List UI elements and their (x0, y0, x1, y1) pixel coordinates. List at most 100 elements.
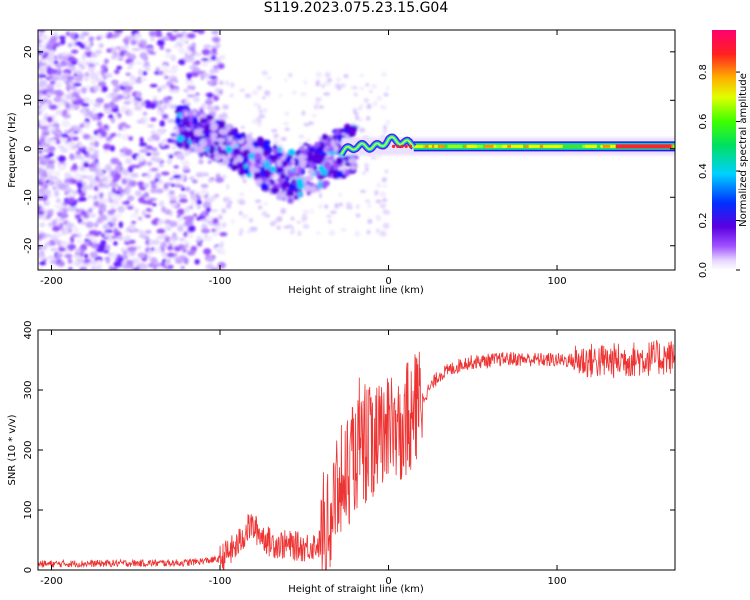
ridge-blob (249, 165, 256, 174)
noise-blob (74, 172, 82, 180)
noise-blob (284, 78, 288, 83)
noise-blob (265, 76, 273, 80)
noise-blob (284, 127, 290, 132)
signal-streak (602, 144, 611, 148)
noise-blob (257, 85, 263, 91)
noise-blob (383, 209, 391, 215)
noise-blob (86, 85, 91, 90)
noise-blob (134, 33, 142, 39)
noise-blob (179, 238, 186, 242)
noise-blob (93, 200, 100, 207)
noise-blob (152, 95, 157, 100)
ridge-blob (183, 142, 191, 151)
noise-blob (359, 189, 366, 193)
noise-blob (354, 230, 361, 237)
noise-blob (150, 36, 155, 42)
ridge-blob (297, 165, 303, 175)
noise-blob (106, 48, 112, 53)
noise-blob (219, 232, 228, 237)
noise-blob (146, 207, 151, 212)
noise-blob (261, 211, 268, 217)
noise-blob (338, 202, 343, 207)
noise-blob (45, 168, 54, 174)
noise-blob (77, 130, 85, 135)
signal-streak (495, 144, 503, 148)
noise-blob (239, 227, 244, 234)
signal-streak (434, 144, 439, 148)
noise-blob (188, 205, 194, 210)
noise-blob (150, 130, 157, 134)
noise-blob (41, 89, 48, 95)
noise-blob (192, 67, 200, 73)
noise-blob (90, 78, 97, 85)
ridge-blob (327, 151, 337, 156)
noise-blob (146, 46, 154, 52)
noise-blob (110, 132, 117, 137)
noise-blob (382, 198, 387, 202)
noise-blob (50, 234, 57, 241)
colorbar-tick-label: 0.8 (698, 64, 709, 80)
noise-blob (145, 152, 152, 156)
noise-blob (330, 210, 337, 214)
noise-blob (109, 181, 119, 188)
noise-blob (161, 36, 170, 41)
noise-blob (67, 192, 75, 197)
noise-blob (39, 65, 48, 71)
noise-blob (62, 72, 70, 78)
noise-blob (39, 222, 46, 228)
noise-blob (220, 250, 226, 256)
noise-blob (385, 119, 391, 125)
ridge-blob (208, 148, 215, 155)
noise-blob (164, 260, 170, 268)
noise-blob (383, 92, 389, 97)
noise-blob (49, 80, 56, 85)
noise-blob (128, 109, 133, 117)
noise-blob (79, 165, 85, 172)
noise-blob (213, 65, 218, 70)
noise-blob (148, 30, 157, 37)
noise-blob (239, 88, 246, 92)
noise-blob (221, 222, 227, 228)
noise-blob (122, 92, 128, 98)
noise-blob (72, 99, 81, 106)
noise-blob (382, 129, 388, 134)
noise-blob (155, 172, 161, 180)
noise-blob (179, 198, 188, 203)
noise-blob (75, 258, 85, 263)
noise-blob (103, 150, 109, 154)
ridge-blob (176, 135, 185, 142)
noise-blob (140, 77, 148, 83)
noise-blob (155, 110, 163, 115)
noise-blob (60, 147, 69, 153)
noise-blob (66, 142, 73, 147)
ridge-blob (270, 186, 280, 195)
snr-x-ticks: -200 -100 0 100 (40, 330, 567, 587)
noise-blob (381, 71, 387, 77)
noise-blob (49, 176, 59, 180)
x-tick-label: -100 (209, 276, 232, 287)
signal-streak (447, 144, 460, 148)
noise-blob (112, 81, 119, 88)
noise-blob (103, 249, 110, 254)
noise-blob (124, 148, 133, 156)
noise-blob (137, 252, 146, 259)
ridge-blob (262, 142, 270, 151)
ridge-blob (271, 154, 279, 161)
noise-blob (56, 232, 63, 237)
noise-blob (355, 213, 361, 218)
noise-blob (43, 183, 49, 189)
noise-blob (359, 127, 366, 133)
noise-blob (57, 155, 66, 163)
noise-blob (131, 47, 141, 52)
signal-streak (503, 144, 511, 148)
ridge-blob (280, 182, 286, 190)
noise-blob (240, 125, 245, 129)
signal-streak (440, 144, 445, 148)
noise-blob (113, 114, 119, 119)
noise-blob (64, 94, 73, 100)
noise-blob (206, 255, 215, 263)
noise-blob (374, 189, 379, 196)
noise-blob (109, 92, 118, 98)
noise-blob (130, 75, 136, 81)
noise-blob (251, 119, 258, 124)
